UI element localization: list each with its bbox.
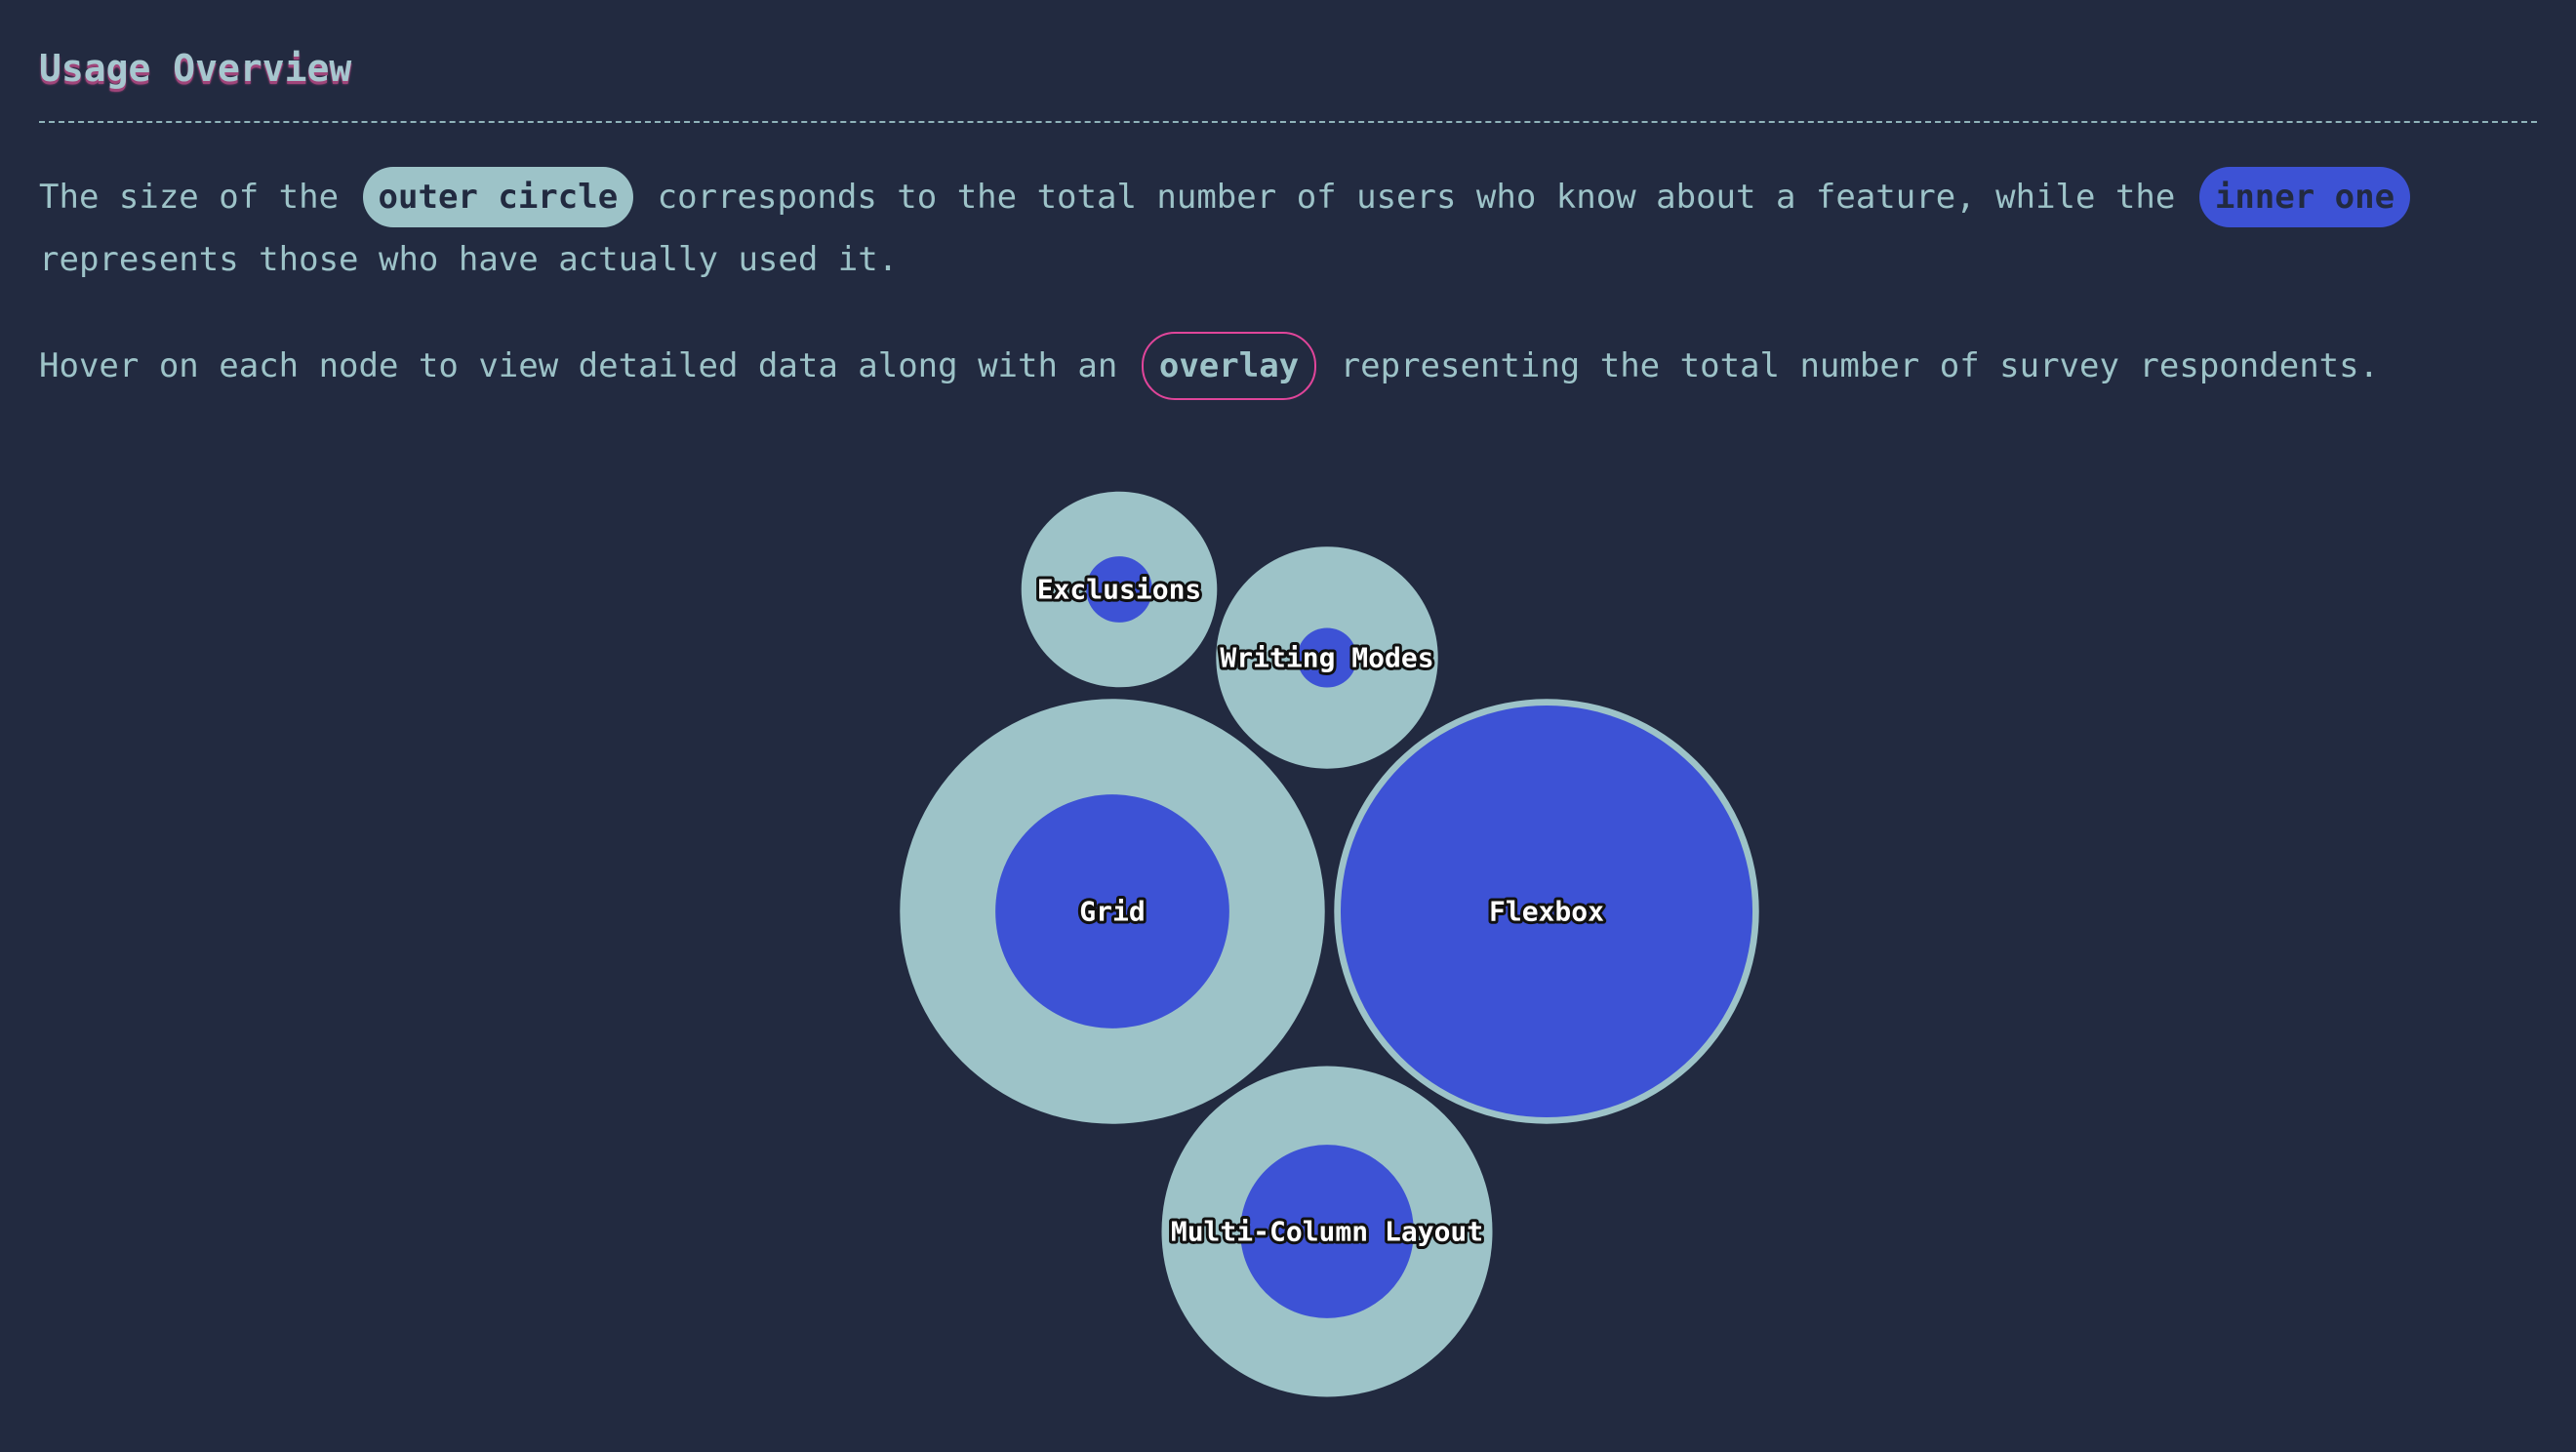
- node-label-multi-column-layout: Multi-Column Layout: [1171, 1216, 1483, 1248]
- inner-circle-legend-pill: inner one: [2198, 167, 2411, 227]
- inner-circle-writing-modes[interactable]: [1297, 627, 1357, 688]
- intro-text: Hover on each node to view detailed data…: [39, 346, 1118, 385]
- overlay-legend-pill: overlay: [1141, 332, 1317, 400]
- intro-text: The size of the: [39, 178, 340, 217]
- inner-circle-exclusions[interactable]: [1086, 556, 1152, 623]
- page-title: Usage Overview: [39, 47, 352, 90]
- node-label-grid: Grid: [1079, 896, 1145, 928]
- bubble-node-flexbox[interactable]: Flexbox: [1334, 699, 1759, 1124]
- outer-circle-legend-pill: outer circle: [362, 167, 634, 227]
- intro-paragraph-legend: The size of the outer circle corresponds…: [39, 166, 2537, 291]
- bubble-node-writing-modes[interactable]: Writing Modes: [1216, 546, 1438, 769]
- inner-circle-grid[interactable]: [995, 794, 1229, 1028]
- intro-paragraph-hover: Hover on each node to view detailed data…: [39, 332, 2537, 400]
- intro-text: represents those who have actually used …: [39, 240, 899, 279]
- bubble-node-exclusions[interactable]: Exclusions: [1021, 491, 1218, 688]
- bubble-node-multi-column-layout[interactable]: Multi-Column Layout: [1161, 1066, 1493, 1397]
- inner-circle-flexbox[interactable]: [1340, 705, 1753, 1118]
- inner-circle-multi-column-layout[interactable]: [1240, 1145, 1414, 1318]
- intro-text: representing the total number of survey …: [1340, 346, 2380, 385]
- bubble-node-grid[interactable]: Grid: [900, 699, 1325, 1124]
- title-divider: [39, 121, 2537, 123]
- intro-text: corresponds to the total number of users…: [657, 178, 2176, 217]
- node-label-exclusions: Exclusions: [1037, 574, 1202, 606]
- node-label-writing-modes: Writing Modes: [1220, 642, 1433, 674]
- node-label-flexbox: Flexbox: [1489, 896, 1604, 928]
